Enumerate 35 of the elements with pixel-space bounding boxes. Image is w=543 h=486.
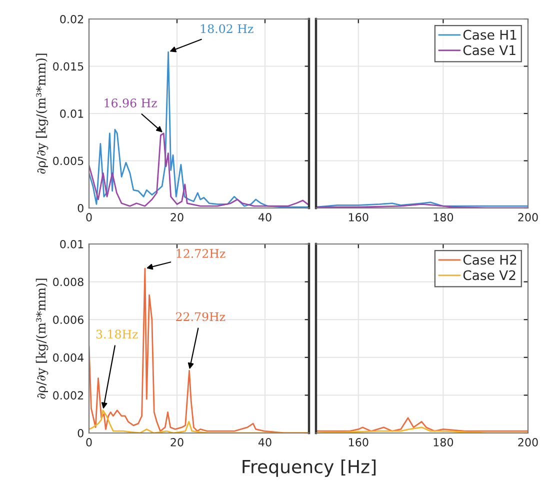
x-tick-label: 0 bbox=[86, 438, 92, 446]
y-tick-label: 0.015 bbox=[53, 62, 84, 71]
annotation: 18.02 Hz bbox=[201, 24, 254, 34]
annotation: 22.79Hz bbox=[176, 312, 226, 322]
y-axis-title: ∂ρ/∂y [kg/(m³*mm)] bbox=[36, 278, 48, 399]
x-tick-label: 0 bbox=[86, 213, 92, 222]
annotation: 3.18Hz bbox=[96, 330, 138, 339]
x-tick-label: 40 bbox=[258, 438, 272, 446]
x-tick-label: 20 bbox=[170, 213, 184, 222]
x-tick-label: 160 bbox=[349, 213, 368, 222]
x-tick-label: 20 bbox=[170, 438, 184, 446]
x-tick-label: 200 bbox=[518, 213, 538, 222]
y-tick-label: 0.004 bbox=[53, 353, 84, 362]
x-tick-label: 40 bbox=[258, 213, 272, 222]
annotation: 12.72Hz bbox=[176, 249, 226, 258]
legend-label: Case V2 bbox=[463, 270, 516, 280]
y-tick-label: 0.02 bbox=[60, 14, 84, 24]
y-tick-label: 0.006 bbox=[53, 316, 84, 324]
y-tick-label: 0.01 bbox=[60, 240, 84, 248]
annotation: 16.96 Hz bbox=[104, 98, 157, 108]
y-tick-label: 0.008 bbox=[53, 278, 84, 286]
legend-label: Case H1 bbox=[463, 30, 516, 40]
x-tick-label: 180 bbox=[434, 438, 454, 446]
x-tick-label: 200 bbox=[518, 438, 538, 446]
y-tick-label: 0.005 bbox=[53, 156, 84, 166]
x-axis-title: Frequency [Hz] bbox=[242, 459, 376, 477]
legend-label: Case V1 bbox=[463, 45, 516, 56]
x-tick-label: 160 bbox=[349, 438, 368, 446]
legend-label: Case H2 bbox=[463, 254, 516, 265]
y-tick-label: 0.01 bbox=[60, 109, 84, 118]
y-tick-label: 0 bbox=[78, 428, 84, 438]
y-axis-title: ∂ρ/∂y [kg/(m³*mm)] bbox=[36, 54, 48, 174]
x-tick-label: 180 bbox=[434, 213, 454, 222]
y-tick-label: 0.002 bbox=[53, 391, 84, 400]
y-tick-label: 0 bbox=[78, 204, 84, 212]
